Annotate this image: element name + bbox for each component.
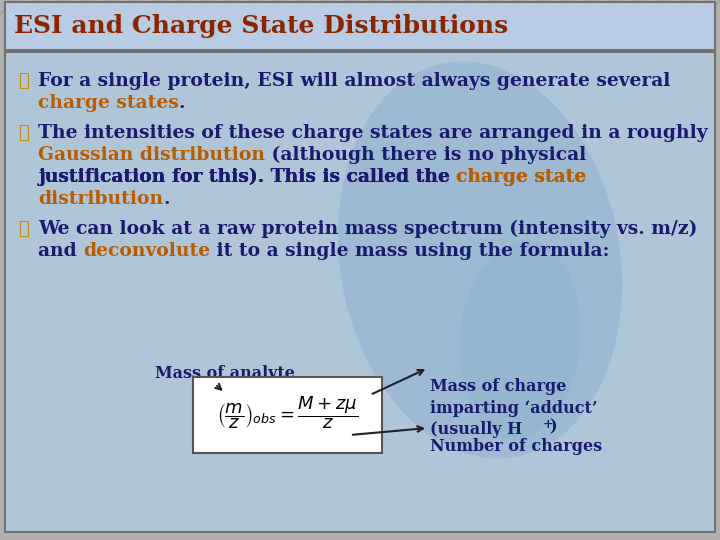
Text: justification for this). This is called the: justification for this). This is called … bbox=[38, 168, 456, 186]
Text: Mass of analyte: Mass of analyte bbox=[155, 365, 295, 382]
Text: distribution: distribution bbox=[38, 190, 163, 208]
Text: (although there is no physical: (although there is no physical bbox=[265, 146, 586, 164]
Bar bbox=[0, 0, 720, 25]
Text: charge states: charge states bbox=[38, 94, 179, 112]
Text: ✱: ✱ bbox=[18, 72, 29, 90]
Text: and: and bbox=[38, 242, 84, 260]
FancyBboxPatch shape bbox=[193, 377, 382, 453]
Text: $\left(\dfrac{m}{z}\right)_{obs} = \dfrac{M + z\mu}{z}$: $\left(\dfrac{m}{z}\right)_{obs} = \dfra… bbox=[217, 395, 358, 431]
Text: justification for this). This is called the: justification for this). This is called … bbox=[38, 168, 456, 186]
Text: +: + bbox=[543, 418, 554, 431]
Ellipse shape bbox=[338, 62, 622, 458]
Text: ✱: ✱ bbox=[18, 220, 29, 238]
Text: ): ) bbox=[549, 418, 557, 435]
Text: .: . bbox=[179, 94, 185, 112]
Text: ESI and Charge State Distributions: ESI and Charge State Distributions bbox=[14, 14, 508, 38]
Bar bbox=[36, 146, 336, 170]
Text: We can look at a raw protein mass spectrum (intensity vs. m/z): We can look at a raw protein mass spectr… bbox=[38, 220, 698, 238]
Text: it to a single mass using the formula:: it to a single mass using the formula: bbox=[210, 242, 610, 260]
Text: charge state: charge state bbox=[456, 168, 587, 186]
Text: .: . bbox=[163, 190, 170, 208]
Text: charge state: charge state bbox=[456, 168, 587, 186]
Text: For a single protein, ESI will almost always generate several: For a single protein, ESI will almost al… bbox=[38, 72, 670, 90]
Text: Number of charges: Number of charges bbox=[430, 438, 602, 455]
Text: The intensities of these charge states are arranged in a roughly: The intensities of these charge states a… bbox=[38, 124, 708, 142]
FancyBboxPatch shape bbox=[5, 52, 715, 532]
Text: justification for this). This is called the: justification for this). This is called … bbox=[38, 168, 456, 186]
FancyBboxPatch shape bbox=[5, 2, 715, 50]
Text: ✱: ✱ bbox=[18, 124, 29, 142]
Ellipse shape bbox=[459, 240, 580, 440]
Text: deconvolute: deconvolute bbox=[84, 242, 210, 260]
Text: Mass of charge
imparting ‘adduct’
(usually H: Mass of charge imparting ‘adduct’ (usual… bbox=[430, 378, 598, 438]
Text: Gaussian distribution: Gaussian distribution bbox=[38, 146, 265, 164]
